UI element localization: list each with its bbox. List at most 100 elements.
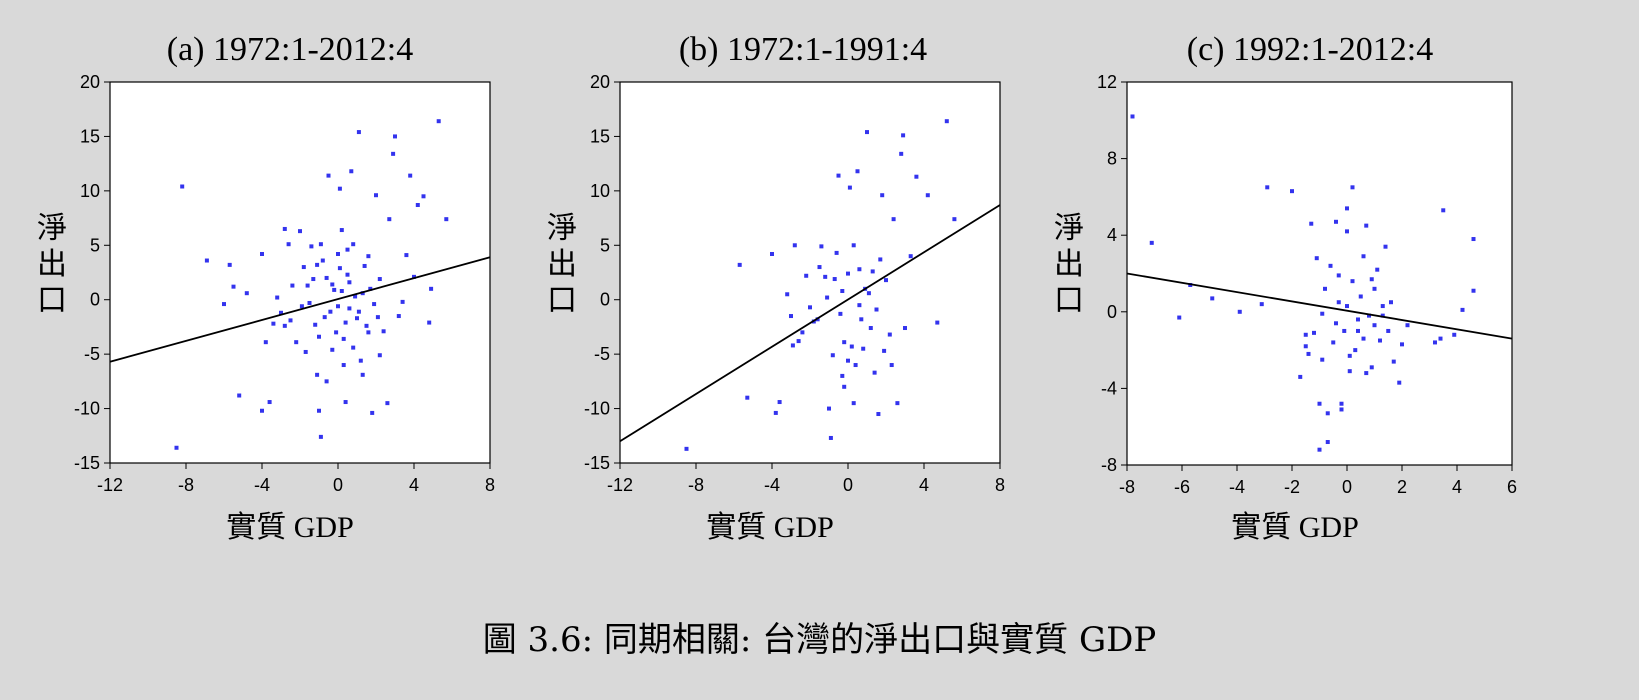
scatter-point [1441, 208, 1446, 213]
scatter-point [309, 244, 314, 249]
y-tick-label: 5 [90, 235, 100, 255]
scatter-point [174, 445, 179, 450]
scatter-point [370, 410, 375, 415]
scatter-point [1369, 365, 1374, 370]
scatter-point [827, 406, 831, 411]
scatter-point [400, 299, 405, 304]
scatter-point [1378, 338, 1382, 343]
scatter-point [1405, 323, 1410, 328]
scatter-point [358, 358, 363, 363]
scatter-point [1320, 311, 1325, 316]
scatter-point [360, 372, 365, 377]
scatter-point [260, 408, 264, 413]
scatter-point [353, 294, 358, 299]
scatter-point [817, 265, 822, 270]
y-tick-label: 0 [600, 290, 610, 310]
scatter-point [315, 372, 320, 377]
x-tick-label: 6 [1507, 477, 1517, 497]
scatter-point [1312, 330, 1316, 335]
scatter-point [1471, 237, 1476, 242]
scatter-point [1375, 267, 1380, 272]
scatter-point [857, 303, 862, 308]
scatter-point [375, 315, 380, 320]
scatter-point [842, 340, 847, 345]
scatter-point [349, 169, 354, 174]
scatter-point [865, 130, 869, 135]
scatter-point [1391, 359, 1396, 364]
scatter-point [345, 247, 350, 252]
scatter-point [1149, 240, 1154, 245]
y-tick-label: 10 [80, 181, 100, 201]
scatter-point [313, 322, 318, 327]
scatter-point [1347, 369, 1352, 374]
scatter-point [267, 400, 272, 405]
y-tick-label: 20 [590, 72, 610, 92]
y-axis-label: 淨出口 [37, 212, 67, 317]
scatter-point [1372, 323, 1377, 328]
x-tick-label: -6 [1174, 477, 1190, 497]
scatter-point [891, 217, 896, 222]
scatter-point [237, 393, 242, 398]
scatter-point [855, 169, 860, 174]
x-tick-label: 2 [1397, 477, 1407, 497]
scatter-point [1331, 340, 1336, 345]
scatter-point [1372, 286, 1377, 291]
scatter-point [393, 134, 397, 139]
scatter-point [1303, 332, 1308, 337]
scatter-point [832, 277, 837, 282]
scatter-point [901, 133, 906, 138]
scatter-point [368, 286, 373, 291]
scatter-point [1237, 309, 1242, 314]
scatter-point [1364, 223, 1369, 228]
scatter-point [330, 282, 335, 287]
scatter-point [1334, 219, 1338, 224]
scatter-point [745, 395, 750, 400]
scatter-point [408, 173, 413, 178]
scatter-point [299, 304, 304, 309]
x-axis-label: 實質 GDP [226, 511, 354, 544]
x-tick-label: 4 [409, 475, 419, 495]
scatter-point [840, 289, 845, 294]
scatter-point [366, 254, 371, 259]
scatter-point [1386, 328, 1391, 333]
scatter-point [1325, 440, 1330, 445]
panel-b: (b) 1972:1-1991:4 -12 -8 -4 0 4 8 20 15 10 5 0 -5 -10… [547, 31, 1005, 544]
scatter-point [381, 329, 386, 334]
scatter-point [436, 119, 441, 124]
scatter-point [944, 119, 949, 124]
scatter-points [684, 119, 957, 451]
scatter-point [1298, 374, 1303, 379]
x-tick-label: -4 [254, 475, 270, 495]
scatter-point [1369, 277, 1374, 282]
scatter-point [908, 254, 913, 259]
scatter-point [895, 401, 900, 406]
scatter-point [339, 289, 344, 294]
scatter-point [1336, 300, 1341, 305]
scatter-point [1350, 279, 1355, 284]
scatter-point [332, 287, 337, 292]
scatter-point [427, 320, 432, 325]
scatter-point [876, 412, 881, 417]
x-tick-label: -4 [1229, 477, 1245, 497]
y-tick-label: 20 [80, 72, 100, 92]
x-tick-label: 0 [1342, 477, 1352, 497]
scatter-point [1325, 411, 1330, 416]
scatter-point [339, 228, 344, 233]
scatter-point [1339, 401, 1344, 406]
scatter-point [899, 151, 904, 156]
y-tick-label: 10 [590, 181, 610, 201]
y-tick-label: -4 [1101, 378, 1117, 398]
scatter-point [298, 229, 302, 234]
y-tick-label: -10 [584, 399, 610, 419]
scatter-point [227, 262, 232, 267]
scatter-point [1339, 407, 1344, 412]
x-tick-label: 0 [843, 475, 853, 495]
scatter-point [830, 353, 835, 358]
scatter-point [324, 379, 329, 384]
y-axis-label: 淨出口 [1054, 212, 1084, 317]
scatter-point [222, 302, 226, 307]
scatter-point [336, 304, 340, 309]
scatter-point [836, 173, 841, 178]
scatter-point [311, 277, 316, 282]
scatter-point [1306, 351, 1311, 356]
